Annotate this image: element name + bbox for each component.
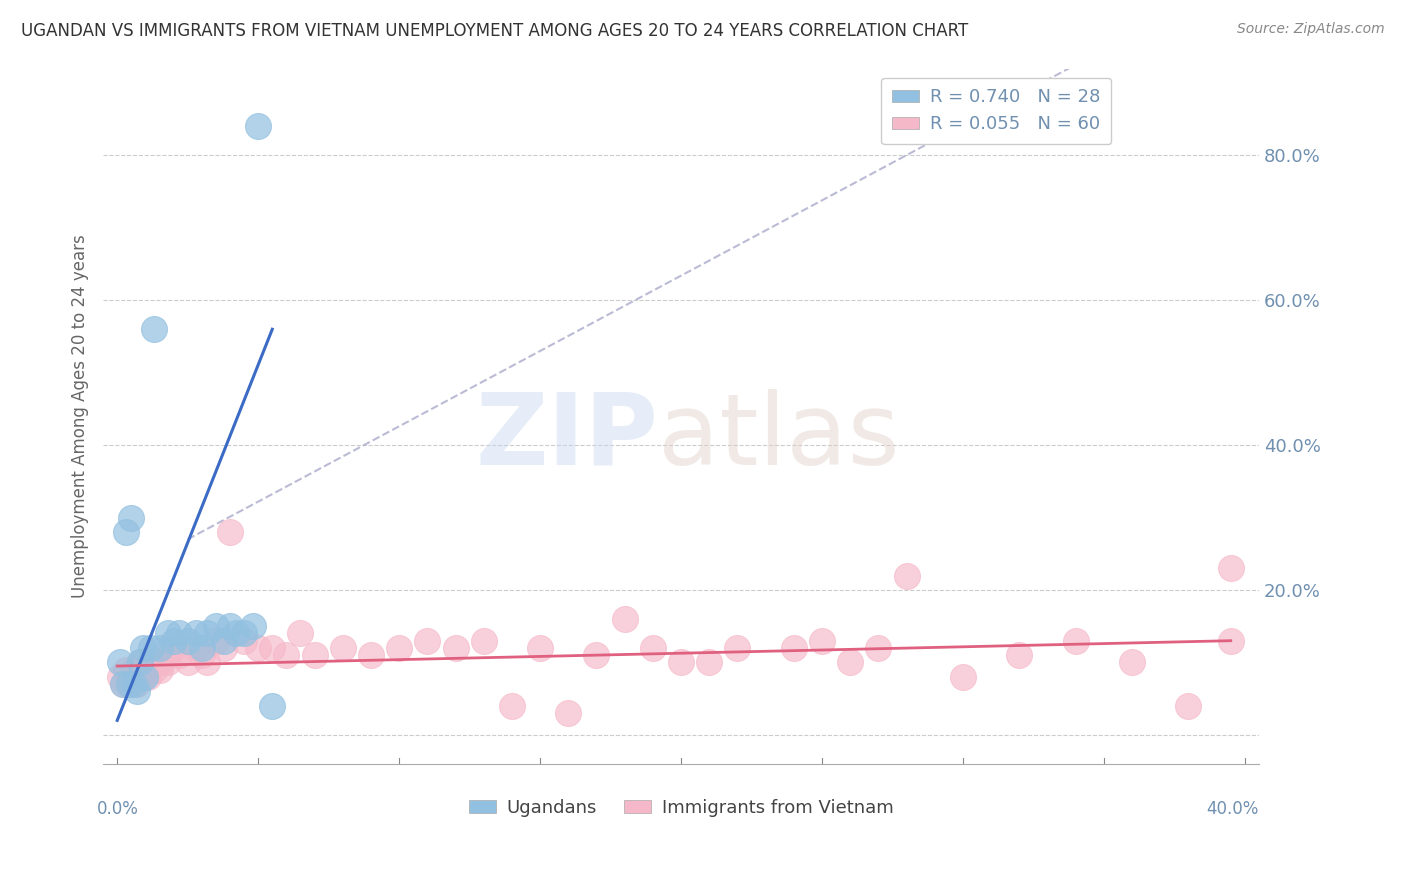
Text: 0.0%: 0.0%: [97, 800, 139, 818]
Point: [219, 619, 242, 633]
Point: [501, 698, 523, 713]
Point: [205, 633, 228, 648]
Point: [120, 670, 142, 684]
Point: [811, 633, 834, 648]
Point: [142, 322, 165, 336]
Point: [186, 640, 208, 655]
Text: ZIP: ZIP: [475, 389, 658, 485]
Point: [197, 626, 219, 640]
Point: [148, 663, 170, 677]
Point: [191, 640, 214, 655]
Point: [613, 612, 636, 626]
Point: [233, 633, 256, 648]
Point: [585, 648, 607, 663]
Point: [1219, 633, 1241, 648]
Point: [669, 656, 692, 670]
Point: [145, 656, 167, 670]
Point: [304, 648, 326, 663]
Point: [242, 619, 264, 633]
Point: [108, 670, 131, 684]
Text: 40.0%: 40.0%: [1206, 800, 1258, 818]
Point: [111, 677, 134, 691]
Y-axis label: Unemployment Among Ages 20 to 24 years: Unemployment Among Ages 20 to 24 years: [72, 235, 89, 598]
Point: [416, 633, 439, 648]
Point: [125, 684, 148, 698]
Text: atlas: atlas: [658, 389, 900, 485]
Point: [117, 677, 139, 691]
Point: [114, 524, 136, 539]
Point: [153, 648, 176, 663]
Point: [276, 648, 298, 663]
Point: [162, 633, 184, 648]
Point: [1121, 656, 1143, 670]
Point: [156, 656, 179, 670]
Point: [191, 648, 214, 663]
Point: [148, 640, 170, 655]
Point: [233, 626, 256, 640]
Point: [360, 648, 382, 663]
Point: [1064, 633, 1087, 648]
Point: [142, 663, 165, 677]
Point: [131, 640, 153, 655]
Point: [156, 626, 179, 640]
Point: [128, 656, 150, 670]
Point: [134, 670, 156, 684]
Point: [205, 619, 228, 633]
Point: [139, 656, 162, 670]
Point: [262, 698, 284, 713]
Point: [262, 640, 284, 655]
Point: [167, 626, 190, 640]
Point: [167, 648, 190, 663]
Point: [472, 633, 495, 648]
Point: [247, 120, 270, 134]
Point: [134, 663, 156, 677]
Point: [1219, 561, 1241, 575]
Point: [725, 640, 748, 655]
Point: [868, 640, 890, 655]
Point: [131, 670, 153, 684]
Point: [444, 640, 467, 655]
Point: [557, 706, 579, 720]
Point: [177, 633, 200, 648]
Point: [128, 656, 150, 670]
Point: [247, 640, 270, 655]
Text: UGANDAN VS IMMIGRANTS FROM VIETNAM UNEMPLOYMENT AMONG AGES 20 TO 24 YEARS CORREL: UGANDAN VS IMMIGRANTS FROM VIETNAM UNEMP…: [21, 22, 969, 40]
Point: [177, 656, 200, 670]
Point: [214, 633, 236, 648]
Point: [290, 626, 312, 640]
Point: [641, 640, 664, 655]
Point: [896, 568, 918, 582]
Point: [186, 626, 208, 640]
Point: [114, 663, 136, 677]
Point: [136, 670, 159, 684]
Point: [108, 656, 131, 670]
Point: [214, 640, 236, 655]
Point: [1008, 648, 1031, 663]
Point: [219, 524, 242, 539]
Point: [388, 640, 411, 655]
Point: [111, 677, 134, 691]
Point: [150, 656, 173, 670]
Point: [332, 640, 354, 655]
Point: [952, 670, 974, 684]
Point: [783, 640, 806, 655]
Point: [120, 510, 142, 524]
Point: [839, 656, 862, 670]
Point: [122, 663, 145, 677]
Point: [197, 656, 219, 670]
Legend: Ugandans, Immigrants from Vietnam: Ugandans, Immigrants from Vietnam: [461, 792, 901, 824]
Point: [162, 640, 184, 655]
Point: [1177, 698, 1199, 713]
Point: [117, 677, 139, 691]
Point: [697, 656, 720, 670]
Point: [139, 640, 162, 655]
Point: [125, 677, 148, 691]
Text: Source: ZipAtlas.com: Source: ZipAtlas.com: [1237, 22, 1385, 37]
Point: [225, 626, 247, 640]
Point: [529, 640, 551, 655]
Point: [122, 677, 145, 691]
